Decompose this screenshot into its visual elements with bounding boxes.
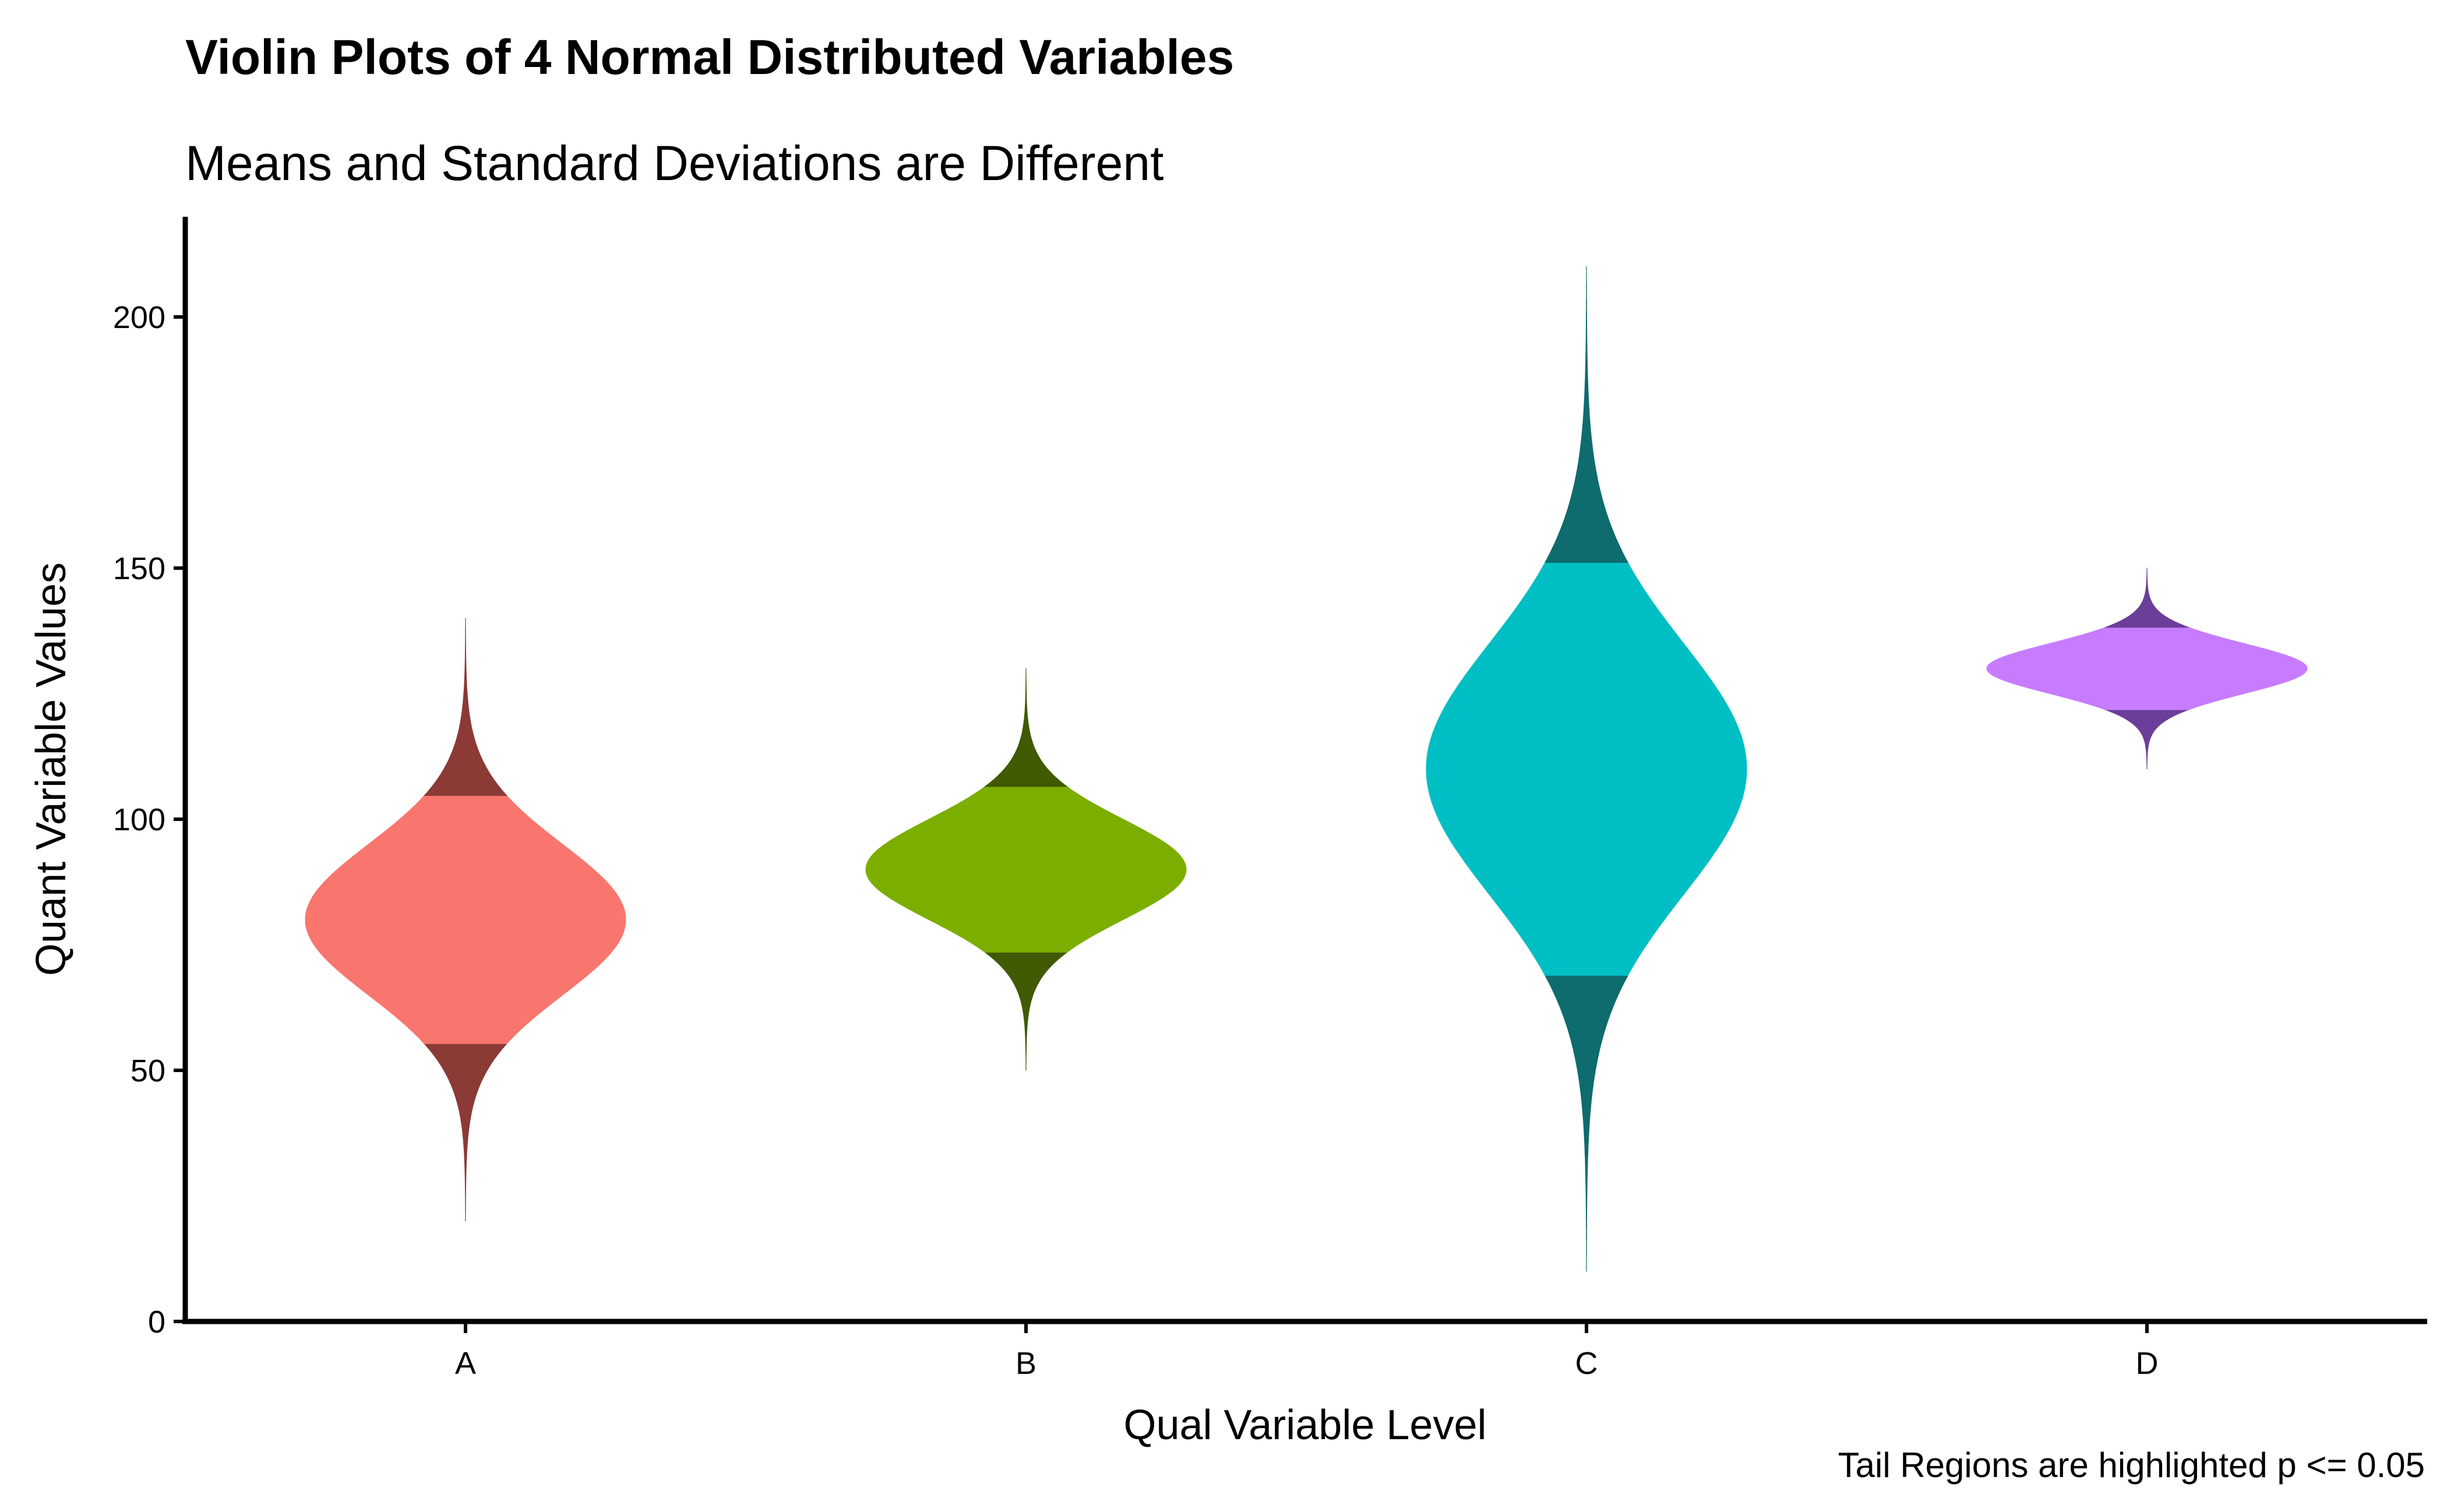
lower-tail-region (423, 1043, 508, 1222)
violins-layer (305, 266, 2308, 1272)
x-axis-title: Qual Variable Level (1123, 1402, 1486, 1448)
upper-tail-region (1544, 266, 1629, 563)
upper-tail-region (984, 668, 1068, 787)
x-tick-label: C (1575, 1346, 1598, 1381)
violin-body (1426, 562, 1747, 976)
y-axis-title: Quant Variable Values (28, 562, 75, 976)
lower-tail-region (984, 951, 1068, 1071)
upper-tail-region (423, 618, 508, 796)
violin-c (1426, 266, 1747, 1272)
y-tick-label: 50 (131, 1053, 165, 1088)
x-axis: A B C D (182, 1319, 2427, 1381)
y-tick-label: 200 (113, 300, 165, 335)
y-tick-label: 100 (113, 802, 165, 837)
violin-body (865, 786, 1187, 953)
violin-a (305, 618, 626, 1222)
x-tick-label: B (1016, 1346, 1036, 1381)
x-tick-label: A (455, 1346, 476, 1381)
violin-b (865, 668, 1187, 1071)
violin-body (1986, 627, 2308, 710)
lower-tail-region (1544, 975, 1629, 1272)
chart-caption: Tail Regions are highlighted p <= 0.05 (1838, 1446, 2425, 1485)
upper-tail-region (2105, 568, 2189, 628)
lower-tail-region (2105, 709, 2189, 770)
y-axis: 0 50 100 150 200 (113, 217, 188, 1340)
x-tick-label: D (2136, 1346, 2159, 1381)
violin-body (305, 795, 626, 1044)
y-tick-label: 0 (148, 1305, 165, 1340)
chart-subtitle: Means and Standard Deviations are Differ… (185, 136, 1164, 191)
violin-d (1986, 568, 2308, 770)
chart-title: Violin Plots of 4 Normal Distributed Var… (185, 30, 1235, 84)
y-tick-label: 150 (113, 551, 165, 586)
